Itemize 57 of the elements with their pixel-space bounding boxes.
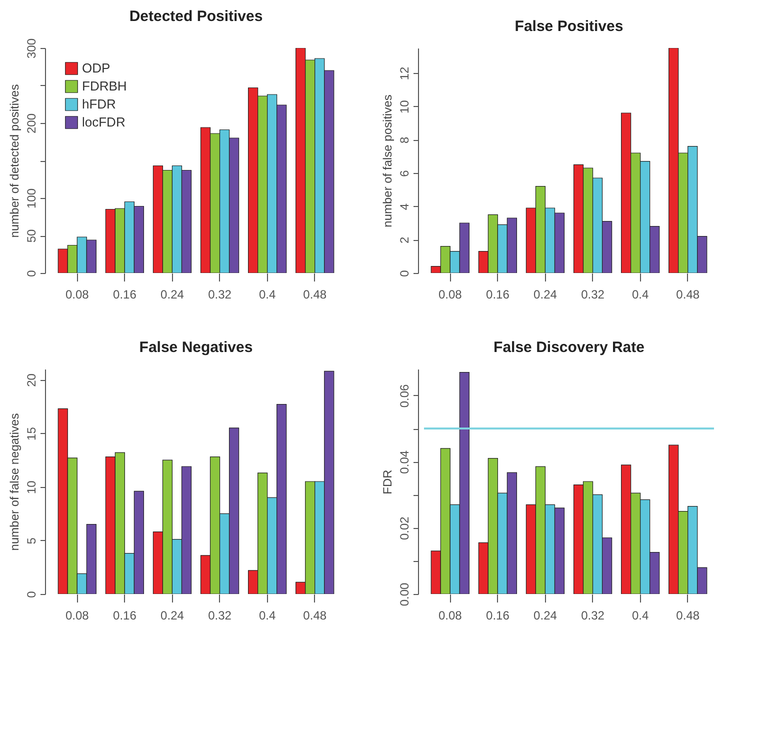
y-tick-label: 6 [398, 170, 412, 177]
y-tick-label: 100 [24, 188, 38, 209]
chart-title: False Positives [514, 18, 624, 35]
x-tick-label: 0.16 [486, 608, 510, 622]
y-tick-label: 300 [24, 38, 38, 59]
x-tick-label: 0.4 [632, 288, 649, 302]
x-tick-label: 0.4 [632, 608, 649, 622]
legend-label: FDRBH [82, 78, 127, 94]
x-tick-label: 0.48 [303, 288, 327, 302]
y-tick-label: 0 [398, 270, 412, 277]
x-tick-label: 0.32 [581, 608, 605, 622]
y-tick-label: 4 [398, 203, 412, 210]
legend-label: locFDR [82, 114, 126, 130]
y-tick-label: 200 [24, 113, 38, 134]
x-tick-label: 0.08 [438, 288, 462, 302]
x-tick-label: 0.24 [160, 608, 184, 622]
x-tick-label: 0.08 [65, 608, 90, 622]
x-tick-label: 0.4 [258, 608, 276, 622]
x-tick-label: 0.16 [113, 288, 137, 302]
x-tick-label: 0.24 [534, 608, 558, 622]
y-tick-label: 2 [398, 236, 412, 244]
legend-label: hFDR [82, 96, 116, 112]
x-tick-label: 0.08 [438, 608, 462, 622]
x-tick-label: 0.32 [208, 608, 232, 622]
y-tick-label: 0.06 [398, 384, 412, 408]
y-tick-label: 15 [24, 426, 38, 440]
x-tick-label: 0.48 [676, 608, 700, 622]
y-axis-title: number of detected positives [8, 84, 22, 238]
y-axis-title: FDR [380, 469, 394, 494]
chart-title: False Discovery Rate [494, 339, 644, 356]
y-tick-label: 5 [24, 537, 38, 544]
y-tick-label: 0.00 [398, 582, 412, 606]
y-tick-label: 0.02 [398, 516, 412, 540]
x-tick-label: 0.16 [113, 608, 137, 622]
y-axis-title: number of false negatives [8, 413, 22, 551]
x-tick-label: 0.32 [581, 288, 605, 302]
y-axis-title: number of false positives [380, 94, 394, 228]
x-tick-label: 0.24 [160, 288, 184, 302]
y-tick-label: 0 [24, 270, 38, 277]
y-tick-label: 10 [24, 480, 38, 494]
y-tick-label: 10 [398, 100, 412, 114]
x-tick-label: 0.24 [534, 288, 558, 302]
x-tick-label: 0.08 [65, 288, 90, 302]
x-tick-label: 0.4 [258, 288, 276, 302]
y-tick-label: 20 [24, 373, 38, 387]
y-tick-label: 50 [24, 229, 38, 243]
y-tick-label: 12 [398, 66, 412, 80]
y-tick-label: 8 [398, 136, 412, 144]
x-tick-label: 0.32 [208, 288, 232, 302]
chart-title: Detected Positives [129, 8, 263, 25]
x-tick-label: 0.48 [303, 608, 327, 622]
legend-label: ODP [82, 60, 110, 76]
y-tick-label: 0 [24, 590, 38, 598]
y-tick-label: 0.04 [398, 450, 412, 474]
x-tick-label: 0.48 [676, 288, 700, 302]
chart-title: False Negatives [139, 339, 253, 356]
x-tick-label: 0.16 [486, 288, 510, 302]
